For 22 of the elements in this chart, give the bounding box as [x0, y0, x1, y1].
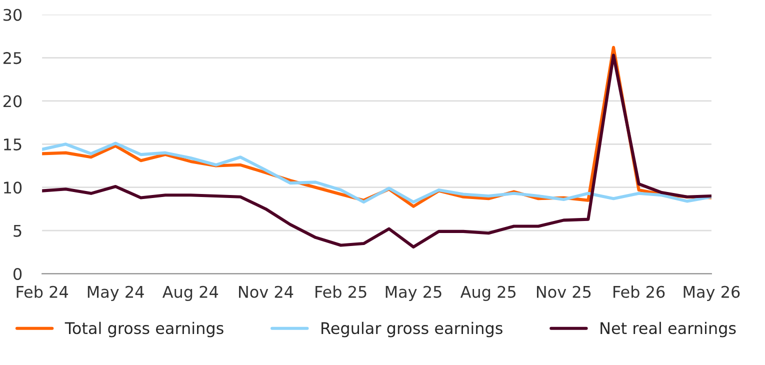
legend-label: Regular gross earnings: [322, 322, 502, 338]
x-tick-label: May 25: [386, 286, 442, 302]
y-tick-label: 10: [4, 182, 22, 194]
line-series: [42, 142, 712, 204]
y-tick-label: 5: [14, 224, 22, 237]
x-tick-label: May 24: [88, 286, 144, 302]
y-tick-label: 20: [3, 95, 22, 108]
x-tick-label: Nov 25: [536, 286, 591, 298]
x-tick-label: Aug 24: [162, 286, 218, 302]
x-tick-label: Feb 25: [316, 286, 366, 298]
line-series: [42, 54, 712, 248]
x-tick-label: May 26: [684, 286, 740, 302]
y-tick-label: 30: [4, 8, 22, 21]
x-tick-label: Nov 24: [239, 286, 294, 298]
x-tick-label: Feb 24: [16, 286, 68, 298]
y-tick-label: 25: [3, 52, 22, 64]
y-tick-label: 0: [14, 268, 22, 280]
legend-label: Total gross earnings: [64, 322, 224, 338]
x-tick-label: Feb 26: [614, 286, 665, 298]
x-tick-label: Aug 25: [460, 286, 516, 302]
y-tick-label: 15: [4, 138, 22, 150]
legend-label: Net real earnings: [600, 322, 736, 338]
